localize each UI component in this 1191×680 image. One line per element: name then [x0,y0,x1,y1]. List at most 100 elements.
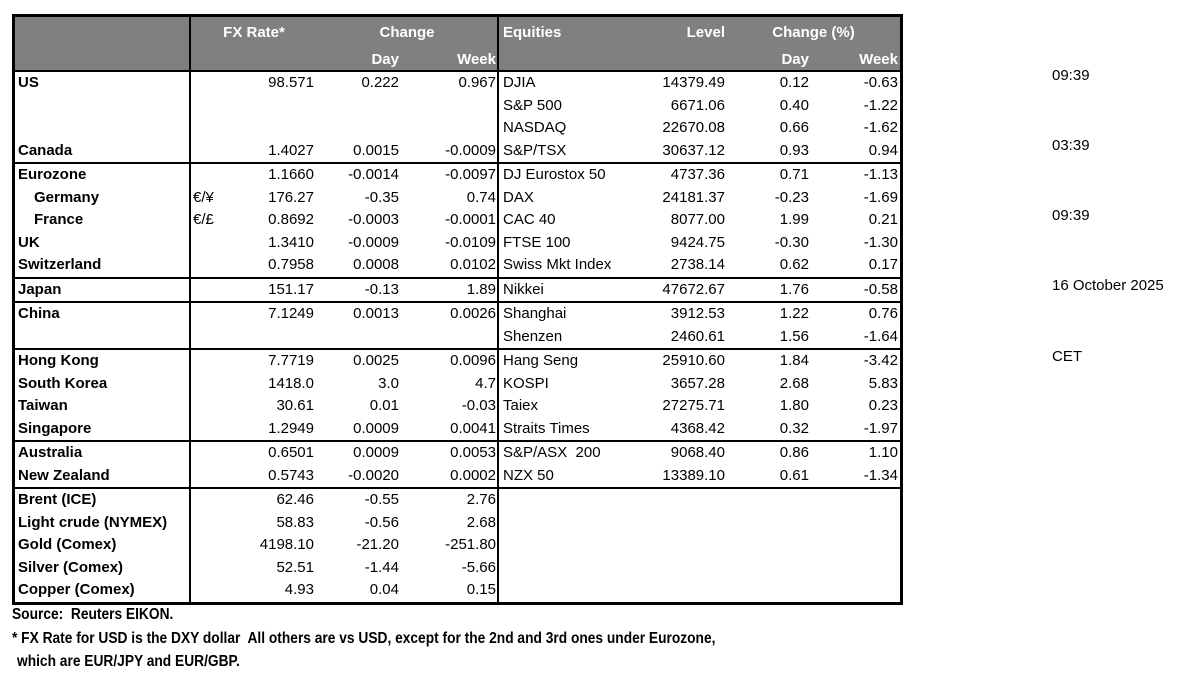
equity-level: 22670.08 [662,119,725,136]
table-row: Taiwan 30.61 0.01 -0.03 Taiex 27275.71 1.80 0.2… [15,395,900,418]
row-name: Taiwan [15,395,191,418]
fx-week-column-header: Week [457,50,496,68]
fx-rate-value: 0.5743 [268,466,314,484]
fx-week-change: -251.80 [445,536,496,553]
table-row: Switzerland 0.7958 0.0008 0.0102 Swiss Mkt I… [15,254,900,277]
fx-day-change: 0.0025 [353,352,399,369]
footer-notes: Source: Reuters EIKON. * FX Rate for USD… [12,603,830,674]
fx-week-change: -0.0009 [445,141,496,159]
fx-rate-value: 1.2949 [268,419,314,437]
fx-pair-symbol [191,418,225,441]
table-row: Shenzen 2460.61 1.56 -1.64 [15,325,900,349]
fx-week-change: 4.7 [475,374,496,392]
equity-level: 24181.37 [662,188,725,206]
equity-week-change: -1.30 [863,233,898,251]
row-name: Silver (Comex) [15,556,191,579]
equity-week-change [811,489,900,512]
row-name: Australia [15,442,191,465]
row-name: Gold (Comex) [15,534,191,557]
fx-day-change: -0.0014 [348,166,399,183]
equity-day-change: 1.99 [779,211,809,228]
equities-change-pct-column-header: Change (%) [772,24,855,41]
fx-rate-value [225,117,317,140]
row-name: Hong Kong [15,350,191,373]
fx-week-change: 0.0053 [450,444,496,461]
equity-level: 13389.10 [662,466,725,484]
row-name: Germany [15,186,191,209]
table-section: Japan 151.17 -0.13 1.89 Nikkei 47672.67 1.76 -0… [15,276,900,301]
fx-day-change: 0.0009 [353,419,399,437]
equity-day-change: 0.86 [779,444,809,461]
equity-day-change [727,534,811,557]
fx-rate-value: 7.1249 [268,305,314,322]
equity-name: Straits Times [497,417,639,440]
fx-week-change: 0.967 [458,74,496,91]
fx-rate-column-header: FX Rate* [223,24,285,41]
fx-rate-value: 4.93 [284,581,314,598]
row-name: Japan [15,278,191,301]
fx-week-change: 2.68 [466,513,496,531]
table-section: US 98.571 0.222 0.967 DJIA 14379.49 0.12 -0.63 S… [15,72,900,162]
equity-day-change: 1.84 [779,352,809,369]
fx-rate-value: 4198.10 [259,536,314,553]
equity-level: 6671.06 [670,96,725,114]
fx-rate-value: 1418.0 [268,374,314,392]
equity-day-change: 0.66 [779,119,809,136]
fx-pair-symbol [191,95,225,118]
equity-level: 14379.49 [662,74,725,91]
fx-pair-symbol [191,395,225,418]
equities-day-column-header: Day [781,50,809,68]
source-note: Source: Reuters EIKON. [12,606,174,623]
fx-rate-value: 1.4027 [268,141,314,159]
equity-day-change: 0.12 [779,74,809,91]
fx-pair-symbol [191,442,225,465]
table-row: Germany €/¥ 176.27 -0.35 0.74 DAX 24181.37 -0.2… [15,186,900,209]
fx-day-change: -0.0003 [348,211,399,228]
equity-day-change: 1.22 [779,305,809,322]
fx-day-change: 0.0009 [353,444,399,461]
fx-pair-symbol [191,254,225,277]
fx-rate-value: 0.8692 [268,211,314,228]
equity-level: 8077.00 [670,211,725,228]
fx-week-change: 0.15 [466,581,496,598]
date-line: 16 October 2025 [1052,277,1164,295]
equity-level: 47672.67 [662,280,725,298]
equity-level: 25910.60 [662,352,725,369]
fx-day-change: -21.20 [356,536,399,553]
equity-level [639,534,727,557]
row-name: New Zealand [15,464,191,487]
fx-pair-symbol [191,579,225,602]
equity-name: NZX 50 [497,464,639,487]
fx-week-change [401,95,497,118]
fx-day-change: 0.04 [369,581,399,598]
table-section: Hong Kong 7.7719 0.0025 0.0096 Hang Seng 2591… [15,348,900,440]
fx-rate-value: 52.51 [276,558,314,576]
fx-footnote-line-2: which are EUR/JPY and EUR/GBP. [17,653,240,670]
table-header-row-2: Day Week Day Week [15,48,900,70]
fx-day-change: 0.222 [361,74,399,91]
fx-day-change [317,326,401,349]
table-row: Singapore 1.2949 0.0009 0.0041 Straits Times… [15,417,900,441]
equity-level: 30637.12 [662,141,725,159]
fx-day-change: -0.35 [364,188,399,206]
fx-day-change: -0.0009 [348,233,399,251]
equity-week-change: -0.58 [863,280,898,298]
equity-day-change [727,557,811,580]
fx-pair-symbol [191,117,225,140]
equity-name: NASDAQ [497,117,639,140]
equity-level [639,489,727,512]
timestamp-block: 09:39 03:39 09:39 16 October 2025 CET [1052,17,1164,415]
equity-level: 9068.40 [670,444,725,461]
fx-rate-value [225,95,317,118]
table-section: Brent (ICE) 62.46 -0.55 2.76 Light crude (NY… [15,487,900,602]
equity-day-change: 0.32 [779,419,809,437]
fx-week-change: 0.0102 [450,256,496,273]
fx-day-change: -0.13 [364,280,399,298]
equity-day-change: -0.30 [774,233,809,251]
fx-pair-symbol [191,350,225,373]
fx-week-change: 0.74 [466,188,496,206]
table-row: Canada 1.4027 0.0015 -0.0009 S&P/TSX 30637.12… [15,139,900,162]
fx-day-column-header: Day [371,50,399,68]
table-section: Australia 0.6501 0.0009 0.0053 S&P/ASX 200 90… [15,440,900,487]
equity-week-change: 0.23 [868,397,898,414]
